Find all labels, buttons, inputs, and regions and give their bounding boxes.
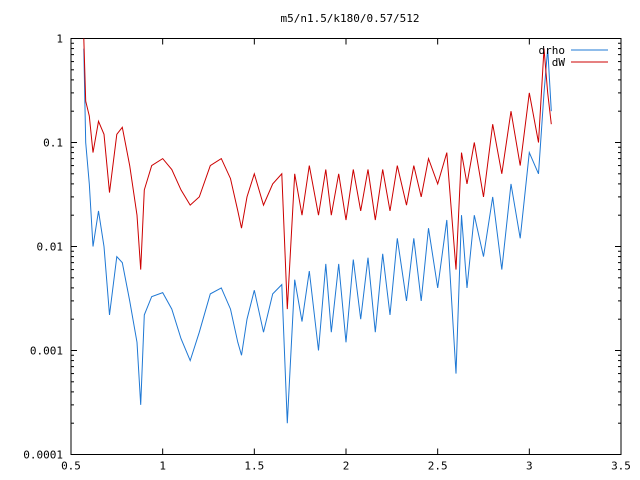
x-tick-label: 2: [343, 460, 350, 473]
y-tick-label: 1: [56, 33, 63, 46]
x-tick-label: 0.5: [61, 460, 81, 473]
series-line-dW: [83, 38, 552, 310]
x-tick-label: 1.5: [244, 460, 264, 473]
x-tick-label: 3.5: [611, 460, 631, 473]
y-tick-label: 0.1: [43, 137, 63, 150]
series-line-drho: [83, 48, 552, 424]
y-tick-label: 0.0001: [23, 449, 63, 462]
x-tick-label: 3: [526, 460, 533, 473]
y-tick-label: 0.001: [30, 345, 63, 358]
series-lines: [83, 38, 552, 424]
y-tick-label: 0.01: [37, 241, 64, 254]
plot-frame: [70, 38, 622, 455]
chart-title: m5/n1.5/k180/0.57/512: [280, 12, 419, 25]
legend-label-dW: dW: [552, 56, 566, 69]
axis-ticks: 0.5 1 1.5 2 2.5 3 3.5 0.0001 0.001 0.01 0.1 1: [23, 33, 631, 473]
x-tick-label: 2.5: [428, 460, 448, 473]
x-tick-label: 1: [159, 460, 166, 473]
legend-label-drho: drho: [539, 44, 566, 57]
